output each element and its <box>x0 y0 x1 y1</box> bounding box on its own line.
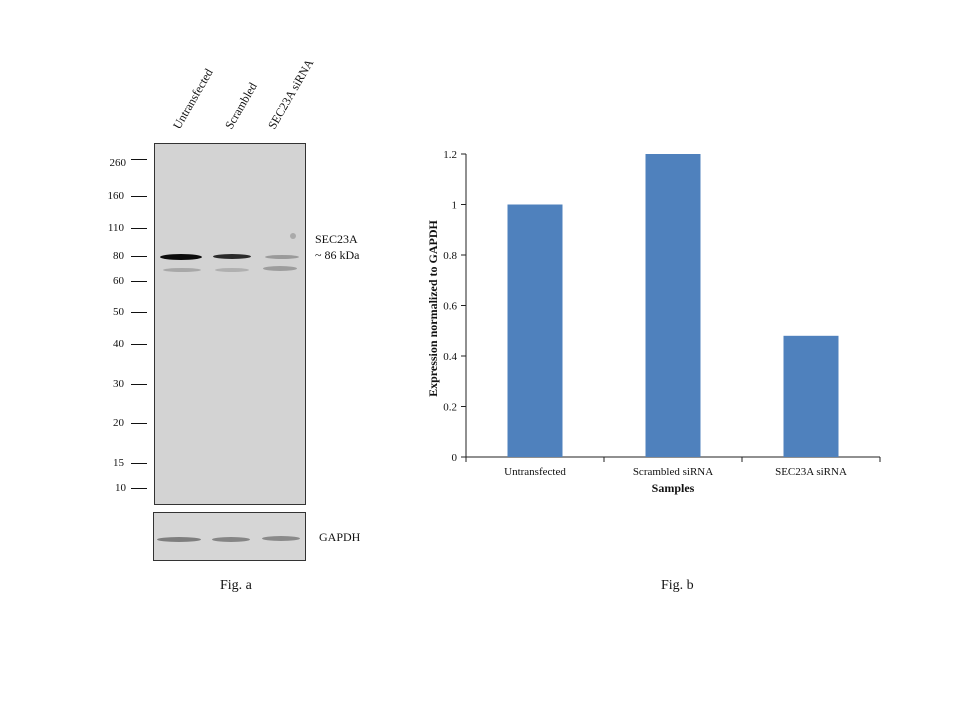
marker-label: 160 <box>107 190 125 202</box>
fig-b-caption: Fig. b <box>661 578 694 593</box>
marker-tick <box>131 344 147 345</box>
marker-label: 60 <box>113 275 124 287</box>
marker-tick <box>131 228 147 229</box>
marker-label: 30 <box>113 378 124 390</box>
marker-label: 80 <box>113 250 124 262</box>
marker-label: 10 <box>115 482 126 494</box>
x-tick-label: Scrambled siRNA <box>633 466 713 478</box>
marker-tick <box>131 281 147 282</box>
lower-band <box>163 268 201 272</box>
gapdh-band <box>157 537 201 542</box>
band-scrambled <box>213 254 251 259</box>
y-tick-label: 0.2 <box>443 402 457 414</box>
gapdh-band <box>212 537 250 542</box>
y-tick-label: 1.2 <box>443 149 457 161</box>
lower-band <box>263 266 297 271</box>
marker-label: 40 <box>113 338 124 350</box>
y-tick-label: 0.4 <box>443 351 457 363</box>
x-axis-title: Samples <box>652 481 695 495</box>
marker-tick <box>131 384 147 385</box>
marker-label: 110 <box>107 222 124 234</box>
lower-band <box>215 268 249 272</box>
y-tick-label: 0 <box>452 452 458 464</box>
marker-tick <box>131 488 147 489</box>
x-tick-label: Untransfected <box>504 466 566 478</box>
marker-tick <box>131 423 147 424</box>
target-size-label: ~ 86 kDa <box>315 248 360 262</box>
band-sec23a-sirna <box>265 255 299 259</box>
marker-tick <box>131 463 147 464</box>
bar <box>783 335 839 457</box>
loading-control-label: GAPDH <box>319 530 361 544</box>
x-tick-label: SEC23A siRNA <box>775 466 847 478</box>
y-tick-label: 0.6 <box>443 301 457 313</box>
bar <box>645 154 701 457</box>
y-tick-label: 0.8 <box>443 250 457 262</box>
bar <box>507 204 563 457</box>
band-untransfected <box>160 254 202 260</box>
fig-a-caption: Fig. a <box>220 578 252 593</box>
marker-tick <box>131 312 147 313</box>
y-tick-label: 1 <box>452 200 458 212</box>
marker-tick <box>131 196 147 197</box>
target-label: SEC23A <box>315 232 358 246</box>
marker-label: 15 <box>113 457 124 469</box>
y-axis-title: Expression normalized to GAPDH <box>426 219 440 396</box>
marker-tick <box>131 256 147 257</box>
marker-tick <box>131 159 147 160</box>
marker-label: 50 <box>113 306 124 318</box>
gapdh-blot-image <box>153 512 306 561</box>
marker-label: 260 <box>109 157 127 169</box>
western-blot-image <box>154 143 306 505</box>
gapdh-band <box>262 536 300 541</box>
marker-label: 20 <box>113 417 124 429</box>
blot-spot <box>290 233 296 239</box>
